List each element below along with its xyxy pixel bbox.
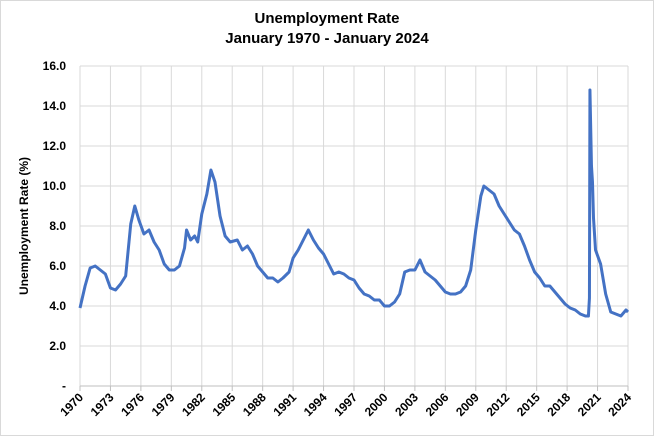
y-tick-label: - bbox=[62, 379, 66, 393]
data-line bbox=[78, 88, 630, 318]
y-axis-label: Unemployment Rate (%) bbox=[17, 157, 31, 295]
y-tick-label: 8.0 bbox=[49, 219, 66, 233]
y-tick-label: 14.0 bbox=[43, 99, 67, 113]
y-tick-label: 6.0 bbox=[49, 259, 66, 273]
chart-title: Unemployment Rate bbox=[254, 10, 399, 27]
y-tick-label: 16.0 bbox=[43, 59, 67, 73]
y-tick-label: 4.0 bbox=[49, 299, 66, 313]
y-tick-label: 12.0 bbox=[43, 139, 67, 153]
y-tick-label: 2.0 bbox=[49, 339, 66, 353]
chart-subtitle: January 1970 - January 2024 bbox=[225, 30, 429, 47]
y-tick-label: 10.0 bbox=[43, 179, 67, 193]
